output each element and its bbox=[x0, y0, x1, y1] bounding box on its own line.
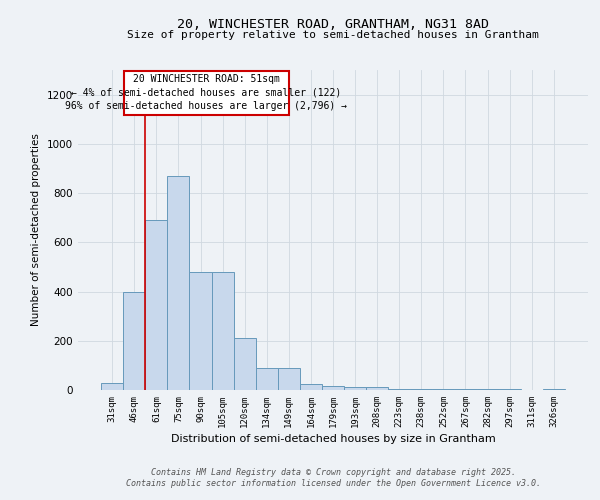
Bar bbox=[344, 387, 366, 390]
Bar bbox=[388, 389, 410, 390]
Bar bbox=[233, 338, 256, 390]
Bar bbox=[145, 220, 167, 390]
Bar bbox=[167, 176, 190, 390]
Bar bbox=[300, 384, 322, 390]
Bar bbox=[256, 368, 278, 390]
Bar bbox=[410, 389, 433, 390]
X-axis label: Distribution of semi-detached houses by size in Grantham: Distribution of semi-detached houses by … bbox=[170, 434, 496, 444]
Text: Size of property relative to semi-detached houses in Grantham: Size of property relative to semi-detach… bbox=[127, 30, 539, 40]
Text: Contains HM Land Registry data © Crown copyright and database right 2025.
Contai: Contains HM Land Registry data © Crown c… bbox=[125, 468, 541, 487]
Y-axis label: Number of semi-detached properties: Number of semi-detached properties bbox=[31, 134, 41, 326]
Text: 20 WINCHESTER ROAD: 51sqm: 20 WINCHESTER ROAD: 51sqm bbox=[133, 74, 280, 84]
Text: ← 4% of semi-detached houses are smaller (122): ← 4% of semi-detached houses are smaller… bbox=[71, 88, 341, 98]
Bar bbox=[278, 368, 300, 390]
Bar bbox=[124, 71, 289, 115]
Bar bbox=[101, 382, 123, 390]
Bar bbox=[123, 292, 145, 390]
Text: 96% of semi-detached houses are larger (2,796) →: 96% of semi-detached houses are larger (… bbox=[65, 101, 347, 111]
Bar bbox=[212, 272, 233, 390]
Text: 20, WINCHESTER ROAD, GRANTHAM, NG31 8AD: 20, WINCHESTER ROAD, GRANTHAM, NG31 8AD bbox=[177, 18, 489, 30]
Bar bbox=[366, 387, 388, 390]
Bar bbox=[322, 386, 344, 390]
Bar bbox=[433, 389, 454, 390]
Bar bbox=[190, 272, 212, 390]
